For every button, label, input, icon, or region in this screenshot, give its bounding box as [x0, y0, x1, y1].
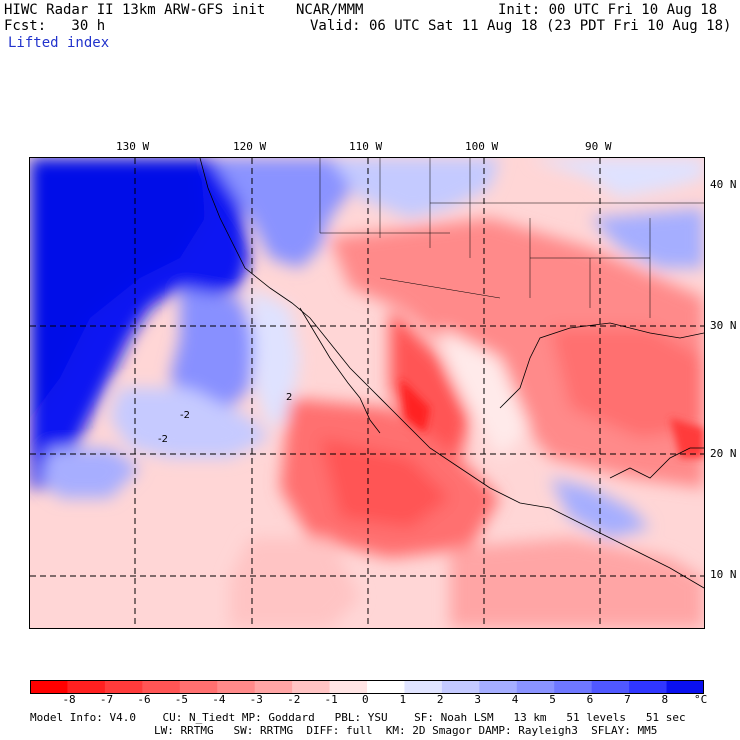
colorbar-tick-label: -7	[99, 693, 114, 706]
colorbar-tick-label: -5	[174, 693, 189, 706]
lat-label: 20 N	[710, 447, 737, 460]
valid-time: Valid: 06 UTC Sat 11 Aug 18 (23 PDT Fri …	[310, 18, 732, 34]
colorbar-swatch	[479, 680, 518, 694]
colorbar-swatch	[591, 680, 630, 694]
lon-label: 90 W	[585, 140, 612, 153]
init-time: Init: 00 UTC Fri 10 Aug 18	[498, 2, 718, 18]
colorbar-swatch	[67, 680, 106, 694]
lon-label: 130 W	[116, 140, 150, 153]
forecast-hour: Fcst: 30 h	[4, 18, 106, 34]
colorbar-swatch	[30, 680, 68, 694]
lat-label: 40 N	[710, 178, 737, 191]
colorbar-tick-label: 8	[661, 693, 669, 706]
lat-label: 30 N	[710, 319, 737, 332]
colorbar	[30, 680, 704, 694]
coastline	[199, 158, 704, 589]
colorbar-tick-label: -2	[287, 693, 301, 706]
lon-label: 110 W	[349, 140, 383, 153]
lon-label: 100 W	[465, 140, 499, 153]
colorbar-swatch	[516, 680, 555, 694]
colorbar-swatch	[329, 680, 368, 694]
physics-info: LW: RRTMG SW: RRTMG DIFF: full KM: 2D Sm…	[154, 724, 658, 737]
lifted-index-map: -2 2 -2	[29, 157, 705, 629]
colorbar-tick-label: 3	[474, 693, 481, 706]
colorbar-swatch	[142, 680, 181, 694]
graticule	[30, 158, 704, 628]
colorbar-swatch	[179, 680, 218, 694]
colorbar-swatch	[404, 680, 443, 694]
contour-label: -2	[158, 434, 168, 445]
colorbar-tick-label: 5	[549, 693, 556, 706]
stable-air-region	[30, 158, 704, 628]
contour-label: 2	[286, 392, 292, 403]
strong-instability-core	[400, 378, 430, 433]
model-title: HIWC Radar II 13km ARW-GFS init	[4, 2, 266, 18]
colorbar-swatch	[666, 680, 704, 694]
colorbar-tick-label: 0	[362, 693, 369, 706]
colorbar-tick-label: -4	[212, 693, 226, 706]
colorbar-swatch	[292, 680, 331, 694]
org-label: NCAR/MMM	[296, 2, 364, 18]
colorbar-swatch	[441, 680, 480, 694]
lon-label: 120 W	[233, 140, 267, 153]
field-name: Lifted index	[8, 35, 110, 51]
colorbar-swatch	[254, 680, 293, 694]
colorbar-swatch	[554, 680, 593, 694]
colorbar-tick-label: 2	[436, 693, 444, 706]
model-info: Model Info: V4.0 CU: N_Tiedt MP: Goddard…	[30, 711, 686, 724]
colorbar-swatch	[629, 680, 668, 694]
colorbar-tick-label: 6	[586, 693, 594, 706]
colorbar-tick-label: -1	[324, 693, 338, 706]
colorbar-tick-label: 7	[624, 693, 631, 706]
colorbar-tick-label: 4	[511, 693, 519, 706]
state-borders	[319, 158, 704, 318]
colorbar-swatch	[367, 680, 405, 694]
colorbar-swatch	[217, 680, 256, 694]
colorbar-tick-label: -8	[62, 693, 76, 706]
colorbar-unit: °C	[694, 693, 708, 706]
colorbar-tick-label: -3	[249, 693, 263, 706]
colorbar-tick-label: -6	[137, 693, 151, 706]
lat-label: 10 N	[710, 568, 737, 581]
contour-label: -2	[180, 410, 190, 421]
colorbar-swatch	[104, 680, 143, 694]
colorbar-frame	[30, 680, 704, 694]
colorbar-tick-label: 1	[399, 693, 407, 706]
